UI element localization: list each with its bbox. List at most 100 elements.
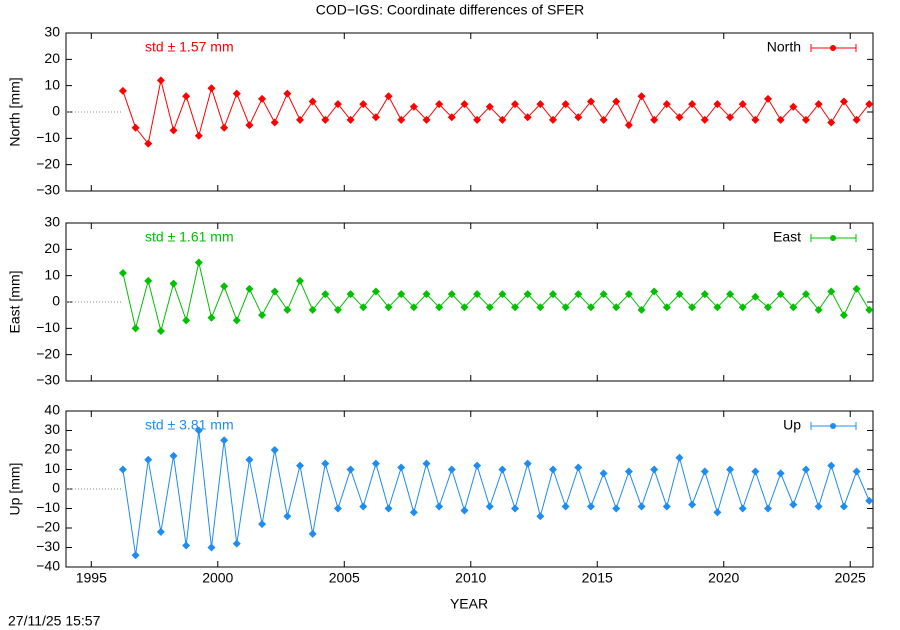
data-point [346, 290, 355, 299]
data-point [194, 131, 203, 140]
data-point [827, 118, 836, 127]
data-point [776, 290, 785, 299]
y-tick-label: 20 [44, 441, 60, 457]
data-point [131, 123, 140, 132]
data-point [473, 461, 482, 470]
y-tick-label: 10 [44, 460, 60, 476]
data-point [270, 118, 279, 127]
y-tick-label: −30 [36, 182, 60, 198]
data-point [232, 89, 241, 98]
data-point [637, 502, 646, 511]
data-point [182, 92, 191, 101]
data-point [865, 496, 874, 505]
y-tick-label: −10 [36, 319, 60, 335]
data-point [422, 459, 431, 468]
x-tick-label: 2025 [835, 570, 866, 586]
data-point [713, 303, 722, 312]
legend-label: East [773, 229, 801, 245]
data-point [194, 258, 203, 267]
data-point [700, 290, 709, 299]
data-point [751, 292, 760, 301]
data-point [827, 461, 836, 470]
data-point [675, 290, 684, 299]
data-point [333, 100, 342, 109]
y-tick-label: −20 [36, 155, 60, 171]
y-tick-label: 30 [44, 214, 60, 230]
data-point [776, 115, 785, 124]
data-point [435, 502, 444, 511]
data-point [738, 504, 747, 513]
data-point [726, 465, 735, 474]
y-tick-label: 20 [44, 240, 60, 256]
data-point [270, 446, 279, 454]
data-point [650, 115, 659, 124]
y-tick-label: 20 [44, 50, 60, 66]
data-point [296, 461, 305, 470]
data-point [713, 100, 722, 109]
data-point [447, 290, 456, 299]
data-point [801, 115, 810, 124]
data-point [675, 113, 684, 122]
data-point [258, 94, 267, 103]
data-point [384, 504, 393, 513]
data-point [599, 290, 608, 299]
data-point [485, 502, 494, 511]
x-tick-label: 1995 [76, 570, 107, 586]
legend-label: Up [783, 417, 801, 433]
legend-marker [830, 235, 836, 241]
data-point [359, 100, 368, 109]
data-point [789, 102, 798, 111]
data-point [144, 455, 153, 464]
y-tick-label: 30 [44, 421, 60, 437]
data-point [333, 504, 342, 513]
data-point [169, 126, 178, 135]
data-point [523, 113, 532, 122]
data-point [182, 541, 191, 550]
y-axis-label: Up [mm] [7, 463, 23, 516]
y-tick-label: −30 [36, 372, 60, 388]
data-point [409, 303, 418, 312]
data-point [169, 279, 178, 288]
y-tick-label: −10 [36, 129, 60, 145]
data-point [473, 290, 482, 299]
data-point [839, 97, 848, 106]
data-point [245, 455, 254, 464]
data-point [435, 303, 444, 312]
data-point [764, 303, 773, 312]
data-point [447, 113, 456, 122]
data-point [751, 115, 760, 124]
chart-title: COD−IGS: Coordinate differences of SFER [316, 2, 585, 18]
data-point [207, 543, 216, 552]
data-point [296, 276, 305, 285]
legend-label: North [767, 39, 801, 55]
data-point [536, 303, 545, 312]
data-point [498, 465, 507, 474]
data-point [435, 100, 444, 109]
data-point [726, 290, 735, 299]
data-point [612, 504, 621, 513]
y-tick-label: −40 [36, 558, 60, 574]
y-axis-label: North [mm] [7, 77, 23, 146]
data-point [144, 276, 153, 285]
data-point [397, 290, 406, 299]
data-point [548, 290, 557, 299]
data-point [460, 100, 469, 109]
data-point [460, 303, 469, 312]
series-line [122, 430, 870, 556]
y-tick-label: −20 [36, 345, 60, 361]
data-point [283, 89, 292, 98]
data-point [814, 100, 823, 109]
data-point [397, 115, 406, 124]
data-point [637, 92, 646, 101]
y-tick-label: 40 [44, 402, 60, 418]
data-point [118, 86, 127, 95]
data-point [321, 459, 330, 468]
y-tick-label: 10 [44, 76, 60, 92]
data-point [346, 115, 355, 124]
x-tick-label: 2000 [202, 570, 233, 586]
annotation: std ± 3.81 mm [145, 417, 234, 433]
data-point [346, 465, 355, 474]
data-point [599, 115, 608, 124]
data-point [700, 115, 709, 124]
data-point [624, 121, 633, 130]
